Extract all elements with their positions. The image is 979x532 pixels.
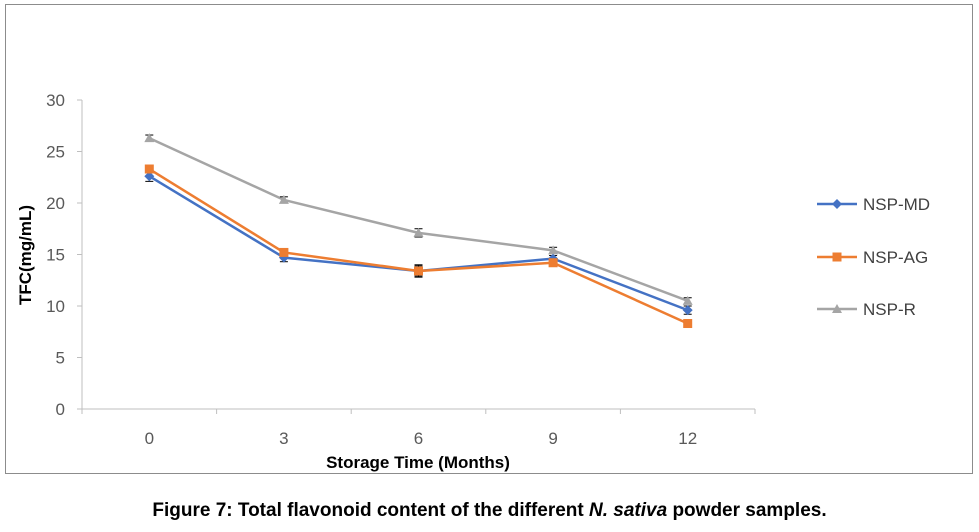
legend-item-nsp-r: NSP-R: [817, 300, 916, 319]
legend-marker: [832, 199, 842, 209]
data-point: [279, 247, 289, 257]
x-tick-label: 0: [145, 429, 154, 448]
y-tick-label: 15: [46, 246, 65, 265]
data-point: [682, 295, 693, 305]
y-tick-label: 25: [46, 143, 65, 162]
legend-item-nsp-md: NSP-MD: [817, 195, 930, 214]
y-tick-label: 0: [56, 400, 65, 419]
x-tick-label: 6: [414, 429, 423, 448]
legend: NSP-MD NSP-AG NSP-R: [817, 195, 930, 319]
x-tick-label: 9: [548, 429, 557, 448]
data-point: [682, 305, 693, 316]
data-point: [144, 171, 155, 182]
legend-label: NSP-R: [863, 300, 916, 319]
caption-italic: N. sativa: [589, 500, 668, 521]
series-nsp-r: [144, 133, 693, 305]
x-axis-title: Storage Time (Months): [326, 453, 510, 472]
caption-prefix: Figure 7: Total flavonoid content of the…: [152, 500, 590, 521]
y-tick-labels: 0 5 10 15 20 25 30: [46, 91, 65, 419]
x-tick-label: 12: [678, 429, 697, 448]
data-point: [413, 227, 424, 237]
series-nsp-ag: [144, 164, 693, 329]
data-point: [683, 319, 693, 329]
legend-marker: [832, 304, 842, 313]
series-line: [148, 167, 689, 325]
legend-item-nsp-ag: NSP-AG: [817, 248, 928, 267]
legend-label: NSP-AG: [863, 248, 928, 267]
y-tick-label: 20: [46, 194, 65, 213]
data-point: [414, 266, 423, 276]
y-tick-label: 30: [46, 91, 65, 110]
legend-marker: [832, 252, 842, 262]
data-point: [144, 133, 155, 143]
data-point: [548, 258, 558, 268]
series-nsp-md: [144, 170, 693, 316]
y-tick-label: 5: [56, 349, 65, 368]
data-point: [278, 194, 289, 204]
chart-frame: [5, 4, 973, 474]
x-tick-label: 3: [279, 429, 288, 448]
y-tick-label: 10: [46, 297, 65, 316]
caption-suffix: powder samples.: [667, 500, 827, 521]
x-tick-labels: 0 3 6 9 12: [145, 429, 698, 448]
y-axis-title: TFC(mg/mL): [16, 205, 35, 305]
data-point: [144, 164, 154, 174]
series-line: [148, 175, 689, 312]
series-layer: [144, 133, 693, 329]
data-point: [548, 245, 559, 255]
legend-label: NSP-MD: [863, 195, 930, 214]
chart-axes: [77, 99, 756, 414]
figure-caption: Figure 7: Total flavonoid content of the…: [0, 500, 979, 522]
